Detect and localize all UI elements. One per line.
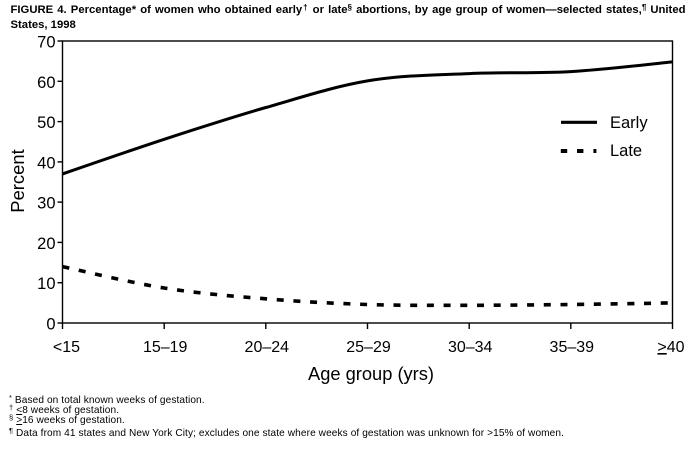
svg-text:20–24: 20–24 xyxy=(245,339,290,356)
svg-text:>40: >40 xyxy=(657,339,684,356)
svg-text:70: 70 xyxy=(37,34,55,52)
svg-text:0: 0 xyxy=(46,316,55,334)
svg-text:30: 30 xyxy=(37,195,55,213)
svg-text:Early: Early xyxy=(610,114,648,132)
svg-text:15–19: 15–19 xyxy=(143,339,188,356)
svg-text:<15: <15 xyxy=(53,339,80,356)
svg-text:Late: Late xyxy=(610,142,642,160)
svg-text:60: 60 xyxy=(37,74,55,92)
svg-text:30–34: 30–34 xyxy=(448,339,493,356)
svg-text:Age group (yrs): Age group (yrs) xyxy=(308,363,434,384)
svg-text:Percent: Percent xyxy=(7,149,28,212)
svg-text:25–29: 25–29 xyxy=(346,339,391,356)
svg-text:40: 40 xyxy=(37,154,55,172)
svg-text:10: 10 xyxy=(37,275,55,293)
svg-text:50: 50 xyxy=(37,114,55,132)
svg-text:20: 20 xyxy=(37,235,55,253)
svg-text:35–39: 35–39 xyxy=(550,339,595,356)
